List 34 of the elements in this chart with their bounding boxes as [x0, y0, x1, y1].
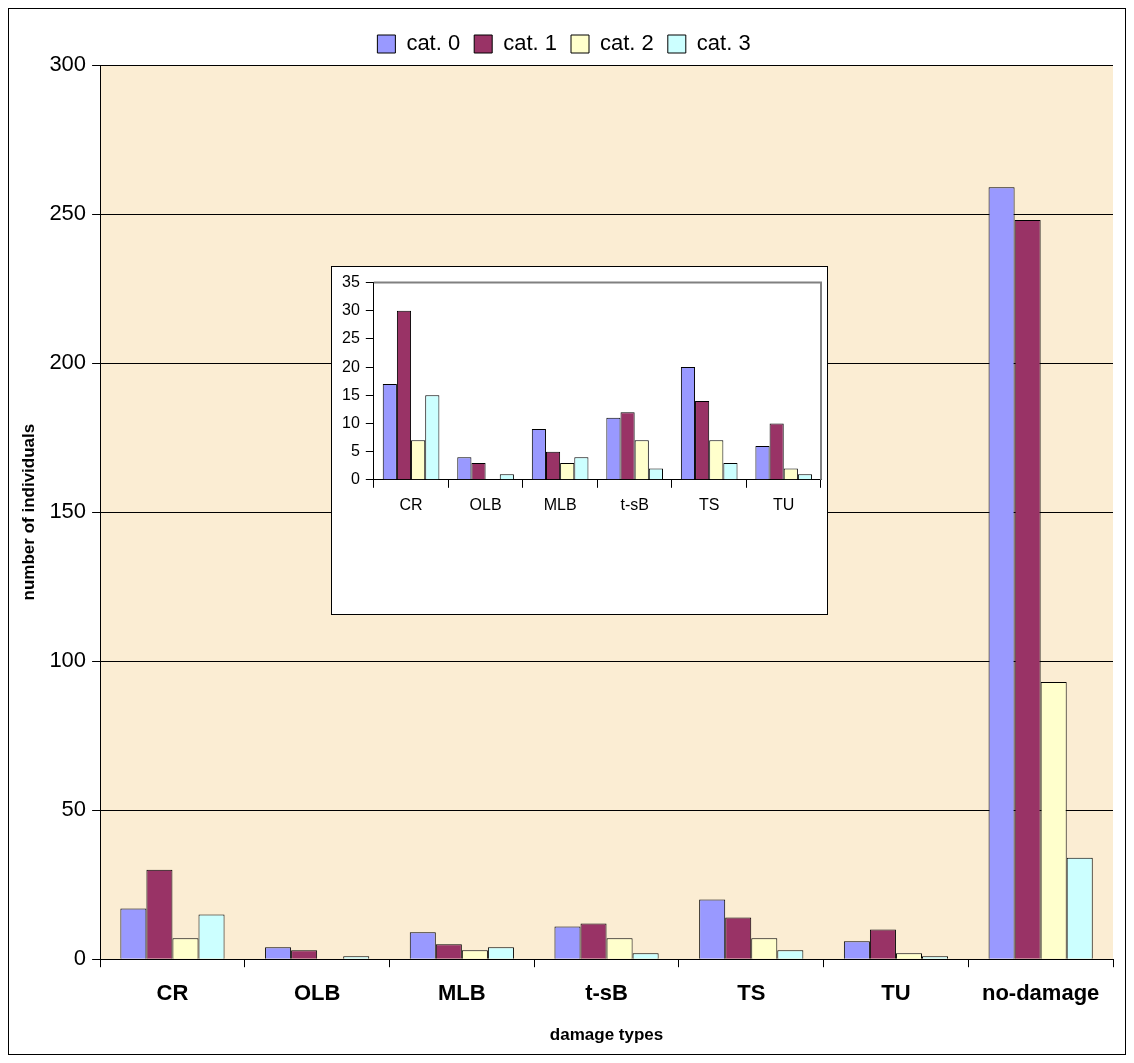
y-tick-label: 150 [49, 498, 87, 524]
y-tick-label: 0 [350, 470, 360, 488]
x-tick-label: OLB [469, 495, 502, 513]
x-axis-title: damage types [549, 1025, 664, 1045]
y-axis-title: number of individuals [18, 423, 38, 601]
y-tick-label: 0 [73, 945, 87, 971]
y-tick-label: 5 [350, 442, 360, 460]
x-tick-label: TS [737, 980, 766, 1006]
x-tick-label: TU [773, 495, 795, 513]
y-tick-label: 200 [49, 349, 87, 375]
y-tick-label: 35 [342, 273, 360, 291]
y-tick-label: 50 [61, 796, 87, 822]
x-tick-label: no-damage [981, 980, 1100, 1006]
y-tick-label: 250 [49, 200, 87, 226]
y-tick-label: 10 [342, 413, 360, 431]
x-tick-label: MLB [543, 495, 577, 513]
x-tick-label: TS [698, 495, 720, 513]
y-tick-label: 300 [49, 51, 87, 77]
y-tick-label: 30 [342, 301, 360, 319]
legend-label: cat. 1 [503, 30, 557, 56]
y-tick-label: 15 [342, 385, 360, 403]
legend-label: cat. 3 [696, 30, 751, 56]
legend-label: cat. 0 [406, 30, 461, 56]
x-tick-label: TU [881, 980, 911, 1006]
y-tick-label: 20 [342, 357, 360, 375]
legend-label: cat. 2 [600, 30, 654, 56]
x-tick-label: CR [156, 980, 189, 1006]
x-tick-label: t-sB [620, 495, 649, 513]
x-tick-label: MLB [438, 980, 486, 1006]
x-tick-label: CR [399, 495, 423, 513]
x-tick-label: OLB [293, 980, 341, 1006]
x-tick-label: t-sB [585, 980, 628, 1006]
y-tick-label: 25 [342, 329, 360, 347]
y-tick-label: 100 [49, 647, 87, 673]
